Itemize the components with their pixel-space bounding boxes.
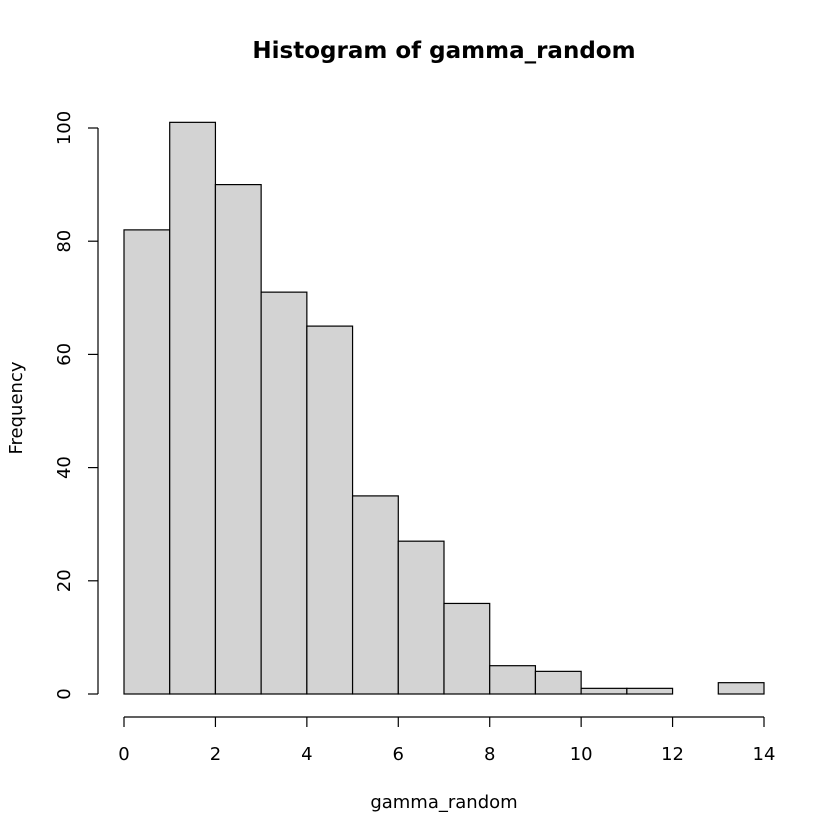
histogram-bar	[717, 682, 765, 695]
histogram-bar	[123, 229, 171, 695]
y-tick-label: 20	[54, 569, 75, 592]
x-tick-label: 10	[570, 744, 593, 765]
x-tick-label: 12	[661, 744, 684, 765]
y-axis: 0 20 40 60 80 100	[54, 111, 99, 700]
histogram-bar	[306, 325, 354, 695]
x-tick-label: 2	[210, 744, 221, 765]
y-tick-label: 60	[54, 343, 75, 366]
x-axis-label: gamma_random	[370, 792, 517, 813]
bars-group	[123, 121, 765, 695]
histogram-bar	[351, 495, 399, 695]
x-axis: 0 2 4 6 8 10 12 14	[118, 716, 776, 765]
histogram-bar	[169, 121, 217, 695]
histogram-bar	[626, 687, 674, 695]
histogram-bar	[489, 665, 537, 695]
y-tick-label: 100	[54, 111, 75, 145]
x-tick-label: 8	[484, 744, 495, 765]
x-tick-label: 6	[393, 744, 404, 765]
histogram-bar	[534, 670, 582, 695]
y-tick-label: 80	[54, 230, 75, 253]
chart-title: Histogram of gamma_random	[252, 38, 635, 64]
histogram-bar	[397, 540, 445, 695]
y-tick-label: 0	[54, 688, 75, 699]
x-tick-label: 4	[301, 744, 312, 765]
histogram-bar	[580, 687, 628, 695]
x-tick-label: 14	[753, 744, 776, 765]
y-axis-label: Frequency	[6, 361, 27, 454]
histogram-bar	[260, 291, 308, 695]
y-tick-label: 40	[54, 456, 75, 479]
x-tick-label: 0	[118, 744, 129, 765]
histogram-bar	[443, 602, 491, 695]
histogram-bar	[214, 184, 262, 695]
